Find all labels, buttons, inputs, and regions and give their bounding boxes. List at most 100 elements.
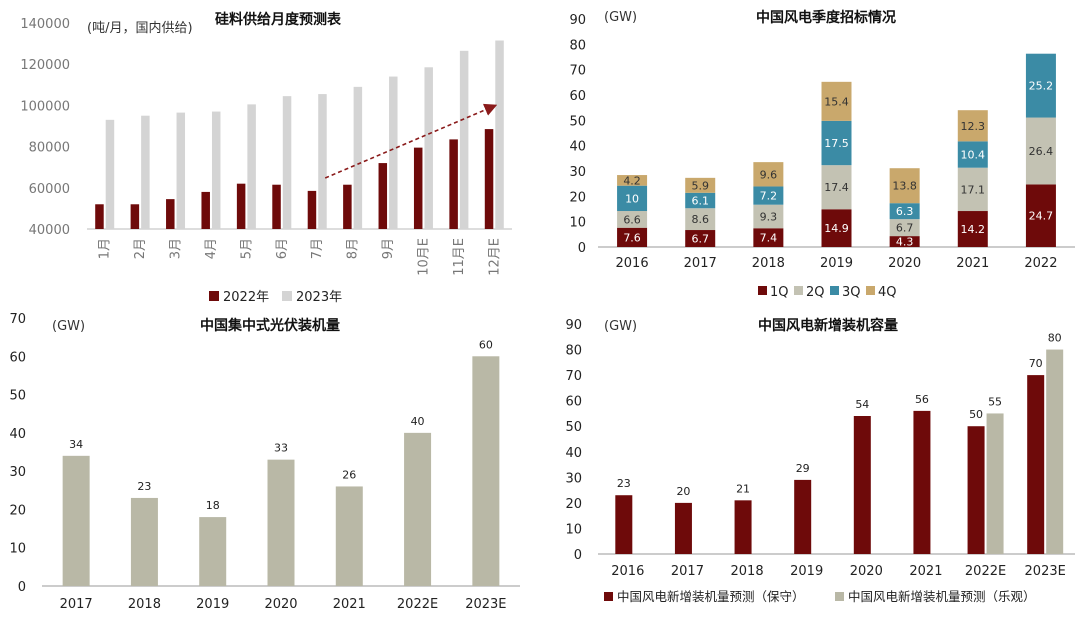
chart2-segment-3q xyxy=(1025,53,1056,118)
chart4-legend-swatch-optimistic xyxy=(835,592,844,601)
chart1-bar-2022 xyxy=(343,184,352,229)
chart4-y-tick-label: 20 xyxy=(565,497,582,512)
chart4-bar-conservative xyxy=(1027,375,1045,554)
chart1-bar-2023 xyxy=(459,50,469,230)
chart2-y-tick-label: 50 xyxy=(569,114,586,129)
chart2-x-tick-label: 2021 xyxy=(956,256,989,271)
chart2-y-tick-label: 20 xyxy=(569,190,586,205)
chart2-legend-label-1q: 1Q xyxy=(770,285,789,300)
chart2-unit-label: (GW) xyxy=(604,10,637,25)
chart1-x-tick-label: 2月 xyxy=(133,238,148,259)
chart2-y-tick-label: 90 xyxy=(569,13,586,28)
chart1-x-tick-label: 6月 xyxy=(275,238,290,259)
chart3-x-tick-label: 2017 xyxy=(60,597,93,612)
chart1-bar-2022 xyxy=(166,199,175,229)
chart4-x-tick-label: 2019 xyxy=(790,564,823,579)
chart2-segment-3q xyxy=(889,203,920,220)
chart4-y-tick-label: 0 xyxy=(574,548,582,563)
wind-tender-chart: 中国风电季度招标情况 (GW) 0 10 20 30 40 50 60 70 80 90 7.6 6.… xyxy=(569,9,1075,300)
chart4-title: 中国风电新增装机容量 xyxy=(758,317,898,334)
chart2-segment-label-3q: 17.5 xyxy=(824,137,849,150)
chart3-bar xyxy=(404,432,432,586)
chart2-x-tick-label: 2017 xyxy=(684,256,717,271)
chart4-data-label-conservative: 56 xyxy=(915,393,929,406)
chart1-x-tick-label: 4月 xyxy=(204,238,219,259)
chart1-x-tick-label: 5月 xyxy=(239,238,254,259)
chart2-segment-3q xyxy=(685,192,716,209)
chart2-segment-1q xyxy=(617,227,648,247)
chart2-segment-1q xyxy=(1025,184,1056,247)
chart1-trend-arrow xyxy=(324,103,498,179)
chart2-y-tick-label: 60 xyxy=(569,89,586,104)
chart3-title: 中国集中式光伏装机量 xyxy=(200,317,340,334)
chart2-segment-2q xyxy=(753,204,784,229)
chart2-y-tick-label: 30 xyxy=(569,165,586,180)
chart2-segment-1q xyxy=(889,236,920,247)
chart2-segment-2q xyxy=(1025,117,1056,185)
chart2-segment-label-2q: 6.7 xyxy=(896,222,914,235)
chart1-bar-2023 xyxy=(495,40,504,230)
chart2-segment-label-2q: 8.6 xyxy=(691,213,709,226)
chart2-segment-2q xyxy=(957,167,988,212)
chart4-y-tick-label: 90 xyxy=(565,318,582,333)
chart2-segment-label-3q: 10.4 xyxy=(961,149,986,162)
chart1-x-tick-label: 9月 xyxy=(381,238,396,259)
chart2-segment-label-1q: 7.4 xyxy=(760,232,778,245)
chart2-segment-label-2q: 6.6 xyxy=(623,213,641,226)
chart3-y-tick-label: 10 xyxy=(9,542,26,557)
chart4-legend-label-optimistic: 中国风电新增装机量预测（乐观） xyxy=(848,589,1036,604)
chart2-y-tick-label: 40 xyxy=(569,140,586,155)
chart4-legend-label-conservative: 中国风电新增装机量预测（保守） xyxy=(617,589,805,604)
chart1-title: 硅料供给月度预测表 xyxy=(215,11,342,28)
chart2-segment-label-2q: 17.4 xyxy=(824,181,849,194)
chart3-x-tick-label: 2021 xyxy=(333,597,366,612)
chart2-segment-1q xyxy=(821,209,852,247)
chart2-segment-4q xyxy=(889,168,920,204)
chart2-y-tick-label: 10 xyxy=(569,216,586,231)
chart4-bar-conservative xyxy=(734,500,752,554)
chart2-x-tick-label: 2019 xyxy=(820,256,853,271)
chart2-segment-label-1q: 14.2 xyxy=(961,223,986,236)
chart1-bar-2022 xyxy=(307,190,317,229)
chart1-bar-2023 xyxy=(318,94,327,229)
chart1-y-tick-label: 120000 xyxy=(20,58,70,73)
chart4-legend-swatch-conservative xyxy=(604,592,613,601)
chart1-unit-label: (吨/月，国内供给) xyxy=(87,20,193,36)
chart2-segment-4q xyxy=(685,177,716,193)
chart1-x-tick-label: 8月 xyxy=(346,238,361,259)
chart2-segment-label-1q: 24.7 xyxy=(1029,210,1054,223)
chart2-y-tick-label: 80 xyxy=(569,38,586,53)
chart4-bar-conservative xyxy=(794,479,812,554)
chart3-x-tick-label: 2022E xyxy=(397,597,438,612)
chart4-y-tick-label: 50 xyxy=(565,420,582,435)
chart1-bar-2023 xyxy=(211,111,221,229)
chart1-bar-2023 xyxy=(141,115,150,229)
chart1-bar-2022 xyxy=(272,184,281,229)
chart1-y-tick-label: 140000 xyxy=(20,17,70,32)
chart1-legend-swatch-2023 xyxy=(282,291,292,301)
chart2-segment-label-2q: 26.4 xyxy=(1029,145,1054,158)
chart4-data-label-conservative: 29 xyxy=(796,462,810,475)
chart2-segment-1q xyxy=(685,230,716,247)
chart2-legend-swatch-2q xyxy=(794,286,803,295)
chart1-bar-2022 xyxy=(130,204,140,229)
chart4-data-label-optimistic: 55 xyxy=(988,395,1002,408)
chart3-bar xyxy=(130,497,158,586)
chart2-segment-label-3q: 6.1 xyxy=(691,195,709,208)
chart2-x-tick-label: 2016 xyxy=(616,256,649,271)
chart1-bar-2022 xyxy=(201,191,210,229)
chart4-x-tick-label: 2016 xyxy=(611,564,644,579)
chart1-x-tick-label: 12月E xyxy=(487,238,502,276)
chart1-y-tick-label: 80000 xyxy=(29,141,70,156)
chart3-x-tick-label: 2019 xyxy=(196,597,229,612)
chart2-segment-label-3q: 25.2 xyxy=(1029,80,1054,93)
chart4-x-tick-label: 2022E xyxy=(965,564,1006,579)
chart2-segment-label-3q: 10 xyxy=(625,192,639,205)
chart1-legend-swatch-2022 xyxy=(209,291,219,301)
chart2-x-tick-label: 2018 xyxy=(752,256,785,271)
chart4-x-tick-label: 2023E xyxy=(1025,564,1066,579)
chart1-bar-2022 xyxy=(236,183,246,229)
chart4-y-tick-label: 80 xyxy=(565,344,582,359)
chart3-bar xyxy=(335,486,363,586)
chart2-title: 中国风电季度招标情况 xyxy=(756,9,896,26)
